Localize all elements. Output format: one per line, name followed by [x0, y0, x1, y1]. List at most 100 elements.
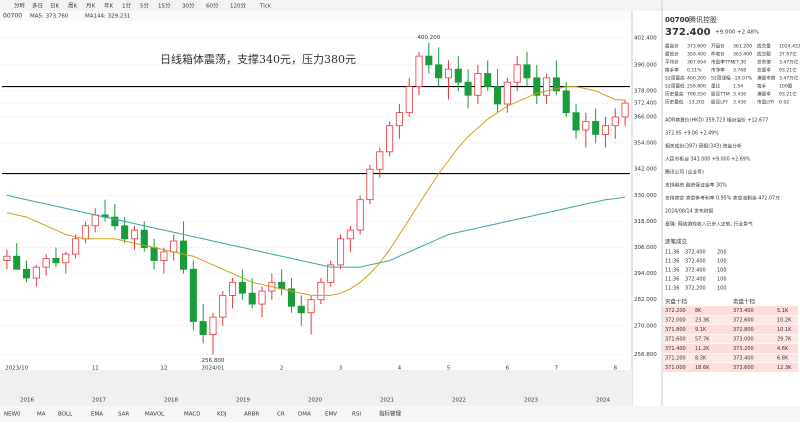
stat-value: 37.67亿: [779, 51, 797, 58]
trade-cell: 11:36: [665, 268, 679, 274]
stat-label: 股息LFY: [711, 99, 728, 106]
stat-value: 359.400: [687, 52, 706, 58]
candle-body: [395, 112, 403, 127]
toolbar-tab[interactable]: 月K: [86, 3, 96, 10]
indicator-tab[interactable]: MAVOL: [145, 412, 165, 418]
stat-value: 400.200: [687, 76, 706, 82]
candle-body: [533, 77, 541, 96]
toolbar-tab[interactable]: 周K: [68, 3, 78, 10]
book-cell: 4.6K: [777, 346, 789, 352]
year-label: 2023: [524, 398, 538, 404]
stat-label: 股息TTM: [711, 91, 730, 98]
toolbar-tab[interactable]: 日K: [50, 3, 60, 10]
trade-cell: 11:36: [665, 259, 679, 265]
x-tick-label: 8: [614, 366, 618, 372]
stat-label: 每手: [757, 83, 767, 90]
x-tick-label: 4: [398, 366, 402, 372]
stat-label: 平均价: [665, 59, 679, 66]
ma-line: [6, 86, 626, 296]
toolbar-tab[interactable]: 1分: [122, 2, 131, 10]
indicator-tab[interactable]: MA: [37, 412, 46, 418]
x-tick-label: 6: [506, 366, 510, 372]
book-title: 卖盘十档: [733, 298, 756, 306]
y-tick-label: 306.000: [634, 245, 657, 251]
trade-cell: 100: [717, 268, 727, 274]
indicator-tab[interactable]: DMA: [298, 412, 311, 418]
candle-body: [376, 151, 384, 170]
toolbar-tab[interactable]: 120分: [230, 2, 246, 10]
candle-body: [356, 199, 364, 231]
candle-body: [572, 112, 580, 131]
high-label: 400.200: [417, 35, 440, 41]
candle-body: [425, 55, 433, 66]
book-cell: 372.000: [665, 318, 686, 324]
candle-body: [248, 292, 256, 305]
stock-pct: +2.48%: [737, 30, 759, 36]
stat-label: 最低价: [665, 51, 679, 58]
stat-value: 0.11%: [687, 68, 702, 74]
candle-body: [317, 281, 325, 301]
stat-label: 港股市值: [757, 75, 776, 82]
indicator-tab[interactable]: RSI: [352, 412, 361, 418]
x-tick-label: 3: [339, 366, 343, 372]
info-line: 腾讯公司 (企业号): [665, 169, 704, 176]
candle-body: [582, 120, 590, 131]
toolbar-tab[interactable]: 多日: [32, 2, 43, 10]
toolbar-tab[interactable]: 15分: [158, 2, 171, 10]
toolbar-tab[interactable]: 30分: [182, 2, 195, 10]
year-label: 2022: [452, 398, 466, 404]
candle-body: [278, 281, 286, 290]
x-tick-label: 2: [280, 366, 284, 372]
indicator-tab[interactable]: 指标管理: [379, 410, 402, 418]
candle-body: [336, 238, 345, 266]
y-tick-label: 282.000: [634, 297, 657, 303]
trade-cell: 372.400: [685, 268, 706, 274]
info-line: 人民币柜台 343.000 +9.000 +2.69%: [665, 156, 751, 163]
year-label: 2020: [308, 398, 322, 404]
indicator-tab[interactable]: KDJ: [217, 412, 227, 418]
book-cell: 373.000: [733, 337, 754, 343]
year-label: 2017: [92, 398, 106, 404]
candle-body: [238, 281, 246, 294]
toolbar-tab[interactable]: 60分: [206, 2, 219, 10]
indicator-tab[interactable]: SAR: [118, 412, 129, 418]
stat-label: 换手率: [665, 67, 679, 74]
toolbar-tab[interactable]: 年K: [104, 2, 114, 10]
book-cell: 6.8K: [777, 356, 789, 362]
candle-body: [111, 216, 119, 227]
info-line: ADR换算价(HKD) 359.723 相对溢价 +12.677: [665, 117, 768, 124]
book-cell: 372.600: [733, 318, 754, 324]
stat-value: 0.92: [779, 100, 789, 106]
trade-title: 逐笔成交: [665, 238, 688, 246]
indicator-tab[interactable]: ARBR: [244, 412, 259, 418]
stat-label: 52周最高: [665, 75, 685, 82]
book-cell: 372.200: [665, 308, 686, 314]
indicator-tab[interactable]: NEW0: [4, 412, 21, 418]
stat-value: 3.47万亿: [779, 75, 799, 82]
candle-body: [160, 251, 168, 261]
indicator-tab[interactable]: CR: [277, 412, 285, 418]
stat-value: 373.600: [687, 44, 706, 50]
stat-value: 3.768: [733, 68, 746, 74]
indicator-tab[interactable]: EMA: [91, 412, 103, 418]
y-tick-label: 342.000: [634, 167, 657, 173]
candle-body: [199, 321, 207, 335]
candle-body: [52, 258, 60, 264]
info-line: 支持融资 融资保证金率 30%: [665, 182, 727, 189]
info-line: 2024/08/14 发布财报: [665, 208, 714, 215]
book-cell: 10.2K: [777, 318, 792, 324]
candle-body: [444, 68, 453, 79]
toolbar-tab[interactable]: Tick: [259, 4, 272, 10]
candle-body: [62, 253, 70, 264]
ma-line: [6, 194, 626, 268]
toolbar-tab[interactable]: 5分: [140, 2, 149, 10]
y-tick-label: 372.400: [634, 101, 657, 107]
indicator-tab[interactable]: EMV: [325, 412, 337, 418]
toolbar-tab[interactable]: 分时: [14, 2, 26, 10]
book-cell: 12.3K: [777, 365, 792, 371]
stat-value: 367.694: [687, 60, 706, 66]
indicator-tab[interactable]: BOLL: [58, 412, 73, 418]
y-tick-label: 256.800: [634, 352, 657, 358]
indicator-tab[interactable]: MACD: [184, 412, 201, 418]
y-tick-label: 366.000: [634, 115, 657, 121]
